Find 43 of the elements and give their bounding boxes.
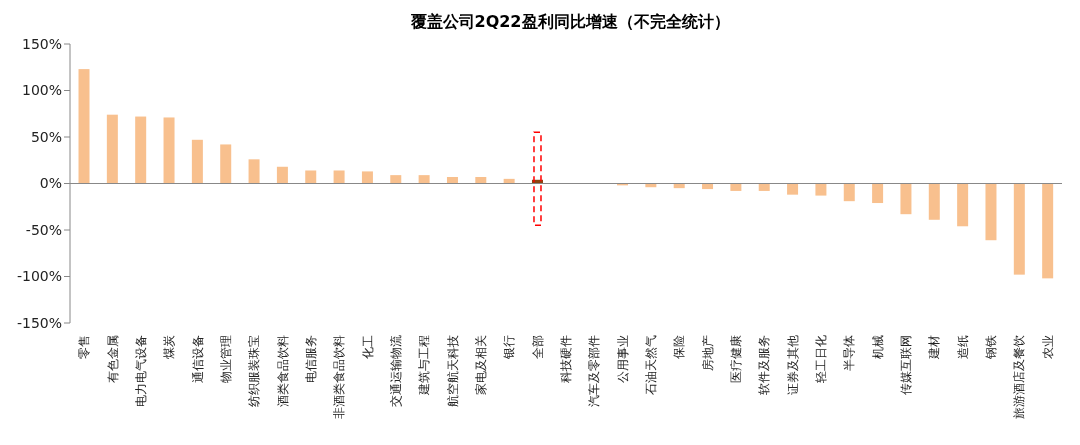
y-tick-label: 0%	[39, 175, 62, 192]
x-tick-label: 建材	[927, 335, 942, 360]
x-tick-label: 家电及相关	[473, 335, 488, 395]
x-tick-label: 软件及服务	[757, 335, 772, 395]
x-tick-label: 非酒类食品饮料	[332, 335, 347, 419]
x-tick-label: 医疗健康	[729, 335, 744, 383]
y-tick-label: -150%	[16, 314, 62, 331]
x-tick-label: 交通运输物流	[388, 335, 403, 407]
x-tick-label: 零售	[77, 335, 92, 359]
x-tick-label: 造纸	[955, 335, 970, 359]
y-tick-label: -50%	[25, 221, 62, 238]
x-tick-label: 钢铁	[984, 335, 999, 360]
y-tick-label: 150%	[21, 35, 62, 52]
x-tick-label: 石油天然气	[644, 335, 659, 395]
x-tick-label: 纺织服装珠宝	[247, 335, 262, 407]
x-tick-label: 航空航天科技	[445, 335, 460, 407]
x-tick-label: 汽车及零部件	[587, 335, 602, 407]
x-tick-label: 机械	[870, 335, 885, 359]
x-tick-label: 全部	[530, 335, 545, 359]
x-tick-label: 证券及其他	[785, 335, 800, 395]
x-tick-label: 银行	[502, 335, 517, 360]
x-tick-label: 建筑与工程	[417, 335, 432, 396]
x-tick-label: 电力电气设备	[133, 335, 148, 407]
x-tick-label: 半导体	[842, 335, 857, 371]
x-tick-label: 酒类食品饮料	[275, 335, 290, 407]
x-tick-label: 保险	[672, 335, 687, 359]
x-tick-label: 旅游酒店及餐饮	[1012, 335, 1027, 419]
y-tick-label: 100%	[21, 82, 62, 99]
x-tick-label: 有色金属	[105, 335, 120, 383]
x-tick-label: 通信设备	[190, 335, 205, 383]
y-tick-label: 50%	[30, 128, 62, 145]
x-tick-label: 房地产	[700, 335, 715, 371]
chart-title: 覆盖公司2Q22盈利同比增速（不完全统计）	[409, 11, 731, 33]
x-tick-label: 轻工日化	[814, 335, 829, 383]
x-tick-label: 物业管理	[218, 335, 233, 383]
x-tick-label: 科技硬件	[559, 335, 573, 383]
x-tick-label: 电信服务	[303, 335, 318, 383]
x-tick-label: 化工	[360, 335, 375, 359]
x-tick-label: 传媒互联网	[899, 335, 914, 395]
x-tick-label: 煤炭	[162, 335, 177, 359]
y-tick-label: -100%	[16, 268, 62, 285]
x-tick-label: 公用事业	[615, 335, 630, 383]
x-tick-label: 农业	[1040, 335, 1055, 359]
